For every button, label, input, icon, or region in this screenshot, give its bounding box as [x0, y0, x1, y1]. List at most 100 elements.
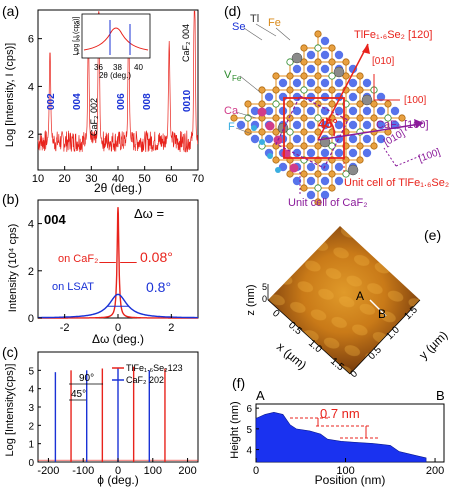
se-atom: [362, 78, 372, 88]
fe-atom: [258, 86, 266, 94]
se-atom: [334, 162, 344, 172]
x-tick-label: 2: [168, 322, 174, 334]
se-atom: [348, 78, 358, 88]
unit-cell-film-label: Unit cell of TlFe₁.₆Se₂: [344, 177, 449, 189]
dir-film-010: [010]: [372, 56, 394, 67]
dir-film-label: TlFe₁.₆Se₂ [120]: [354, 29, 432, 41]
fe-atom: [356, 142, 364, 150]
fe-atom: [314, 128, 322, 136]
fe-atom: [384, 100, 392, 108]
tl-atom: [347, 164, 359, 176]
dir-film-100: [100]: [404, 95, 426, 106]
se-atom: [320, 148, 330, 158]
se-atom: [348, 148, 358, 158]
arrowhead: [362, 44, 370, 54]
axis-100-caf2: [395, 155, 421, 167]
y-tick-label: 6: [246, 404, 252, 415]
dir-caf2-100-arrow: [317, 123, 421, 141]
se-atom: [390, 106, 400, 116]
x-tick-label: 200: [178, 465, 196, 477]
se-atom: [306, 120, 316, 130]
point-b-label: B: [378, 307, 386, 321]
fe-vacancy: [286, 128, 294, 136]
atom-label-fe: Fe: [268, 17, 281, 29]
x-axis-label: x (µm): [274, 340, 309, 373]
se-atom: [348, 64, 358, 74]
se-atom: [264, 106, 274, 116]
x-tick-label: -2: [60, 322, 70, 334]
caf2-fwhm-value: 0.08°: [140, 249, 173, 265]
dir-film-120-arrow: [317, 43, 369, 141]
point-a-label: A: [356, 289, 364, 303]
se-atom: [320, 92, 330, 102]
tl-atom: [291, 52, 303, 64]
fe-atom: [300, 184, 308, 192]
legend-film: TlFe₁.₆Se₂123: [126, 363, 183, 373]
fe-atom: [328, 44, 336, 52]
fe-atom: [356, 86, 364, 94]
x-tick-label: 20: [59, 173, 71, 185]
se-atom: [362, 120, 372, 130]
se-atom: [306, 134, 316, 144]
x-tick-label: 0: [253, 465, 259, 477]
atom-leader-line: [235, 111, 257, 119]
tl-atom: [333, 66, 345, 78]
y-tick-label: 3: [28, 403, 34, 414]
se-atom: [278, 78, 288, 88]
se-atom: [292, 176, 302, 186]
fe-atom: [286, 72, 294, 80]
fe-vacancy: [314, 44, 322, 52]
atom-leader-line: [239, 75, 261, 93]
caf2-label: on CaF₂: [58, 253, 98, 265]
panel-f-letter: (f): [232, 375, 245, 391]
point-a-label: A: [256, 388, 265, 403]
se-atom: [376, 106, 386, 116]
fe-atom: [300, 114, 308, 122]
se-atom: [320, 78, 330, 88]
f-atom: [251, 125, 257, 131]
se-atom: [264, 92, 274, 102]
x-tick-label: 30: [85, 173, 97, 185]
fe-atom: [328, 86, 336, 94]
se-atom: [320, 190, 330, 200]
se-atom: [278, 106, 288, 116]
tl-atom: [361, 94, 373, 106]
x-tick-label: 0: [115, 465, 121, 477]
z-tick: 0: [262, 294, 267, 304]
panel-e-letter: (e): [424, 227, 441, 243]
panel-a-letter: (a): [2, 3, 19, 19]
fe-atom: [314, 58, 322, 66]
panel-a-xlabel: 2θ (deg.): [94, 181, 142, 195]
fe-atom: [300, 170, 308, 178]
fe-vacancy: [328, 72, 336, 80]
panel-c: (c) Log [Intensity(cps)] -200 -100 0 100 200…: [2, 344, 199, 487]
panel-a-spectrum: [37, 10, 199, 153]
angle-45-label: 45°: [318, 116, 338, 131]
se-atom: [362, 148, 372, 158]
se-atom: [320, 64, 330, 74]
f-atom: [259, 139, 265, 145]
fe-vacancy: [286, 58, 294, 66]
se-atom: [334, 176, 344, 186]
fe-atom: [286, 114, 294, 122]
fe-atom: [314, 142, 322, 150]
panel-b-letter: (b): [2, 191, 19, 207]
ca-atom: [265, 121, 275, 131]
x-tick-label: 60: [165, 173, 177, 185]
fe-vacancy: [244, 114, 252, 122]
inset-ylabel: Log [ I (cps)]: [73, 16, 80, 55]
dir-caf2-label: CaF₂ [100]: [376, 119, 429, 131]
fe-atom: [300, 44, 308, 52]
fe-atom: [244, 100, 252, 108]
y-tick-label: 2: [28, 129, 34, 141]
x-tick-label: 10: [32, 173, 44, 185]
atom-label-tl: Tl: [250, 13, 259, 25]
ca-atom: [289, 163, 299, 173]
se-atom: [334, 50, 344, 60]
panel-b-xlabel: Δω (deg.): [92, 332, 144, 346]
se-atom: [348, 120, 358, 130]
fe-atom: [300, 128, 308, 136]
panel-f: (f) Height (nm) 0 100 200 4 5 6 Position (nm)…: [229, 375, 445, 487]
se-atom: [264, 134, 274, 144]
se-atom: [306, 106, 316, 116]
